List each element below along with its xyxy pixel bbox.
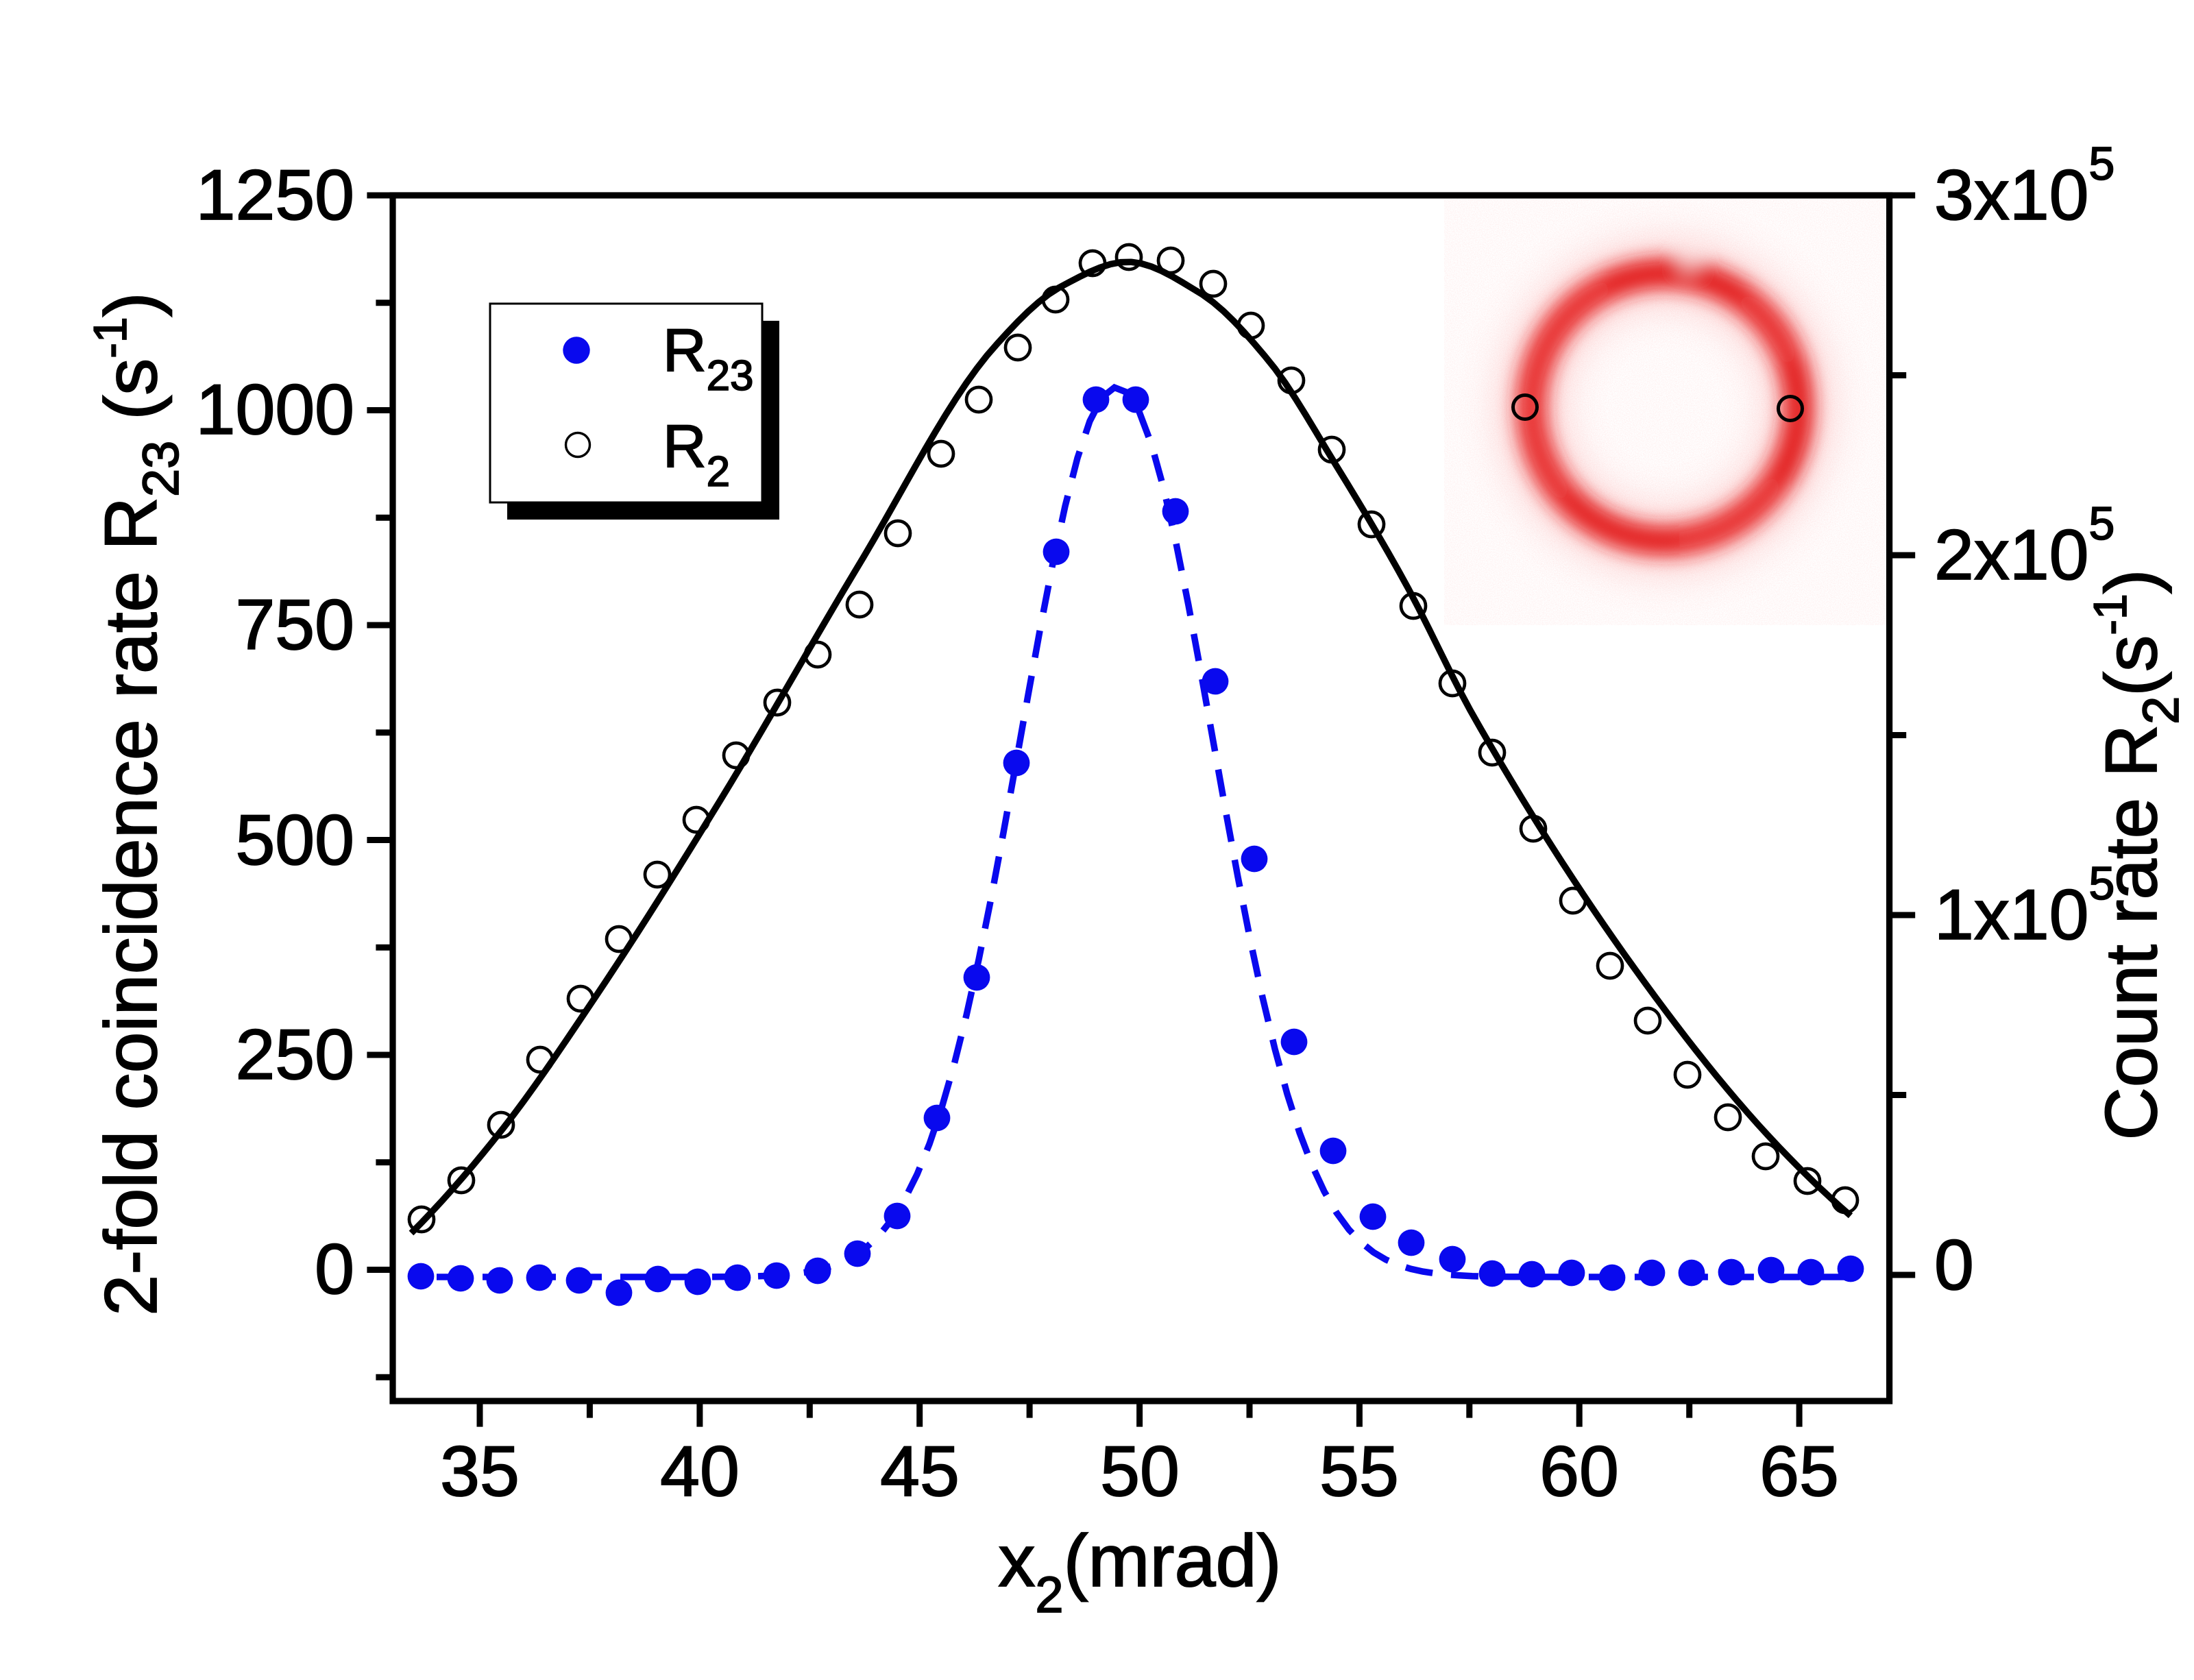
svg-text:Count rate R2(s-1): Count rate R2(s-1): [2084, 569, 2189, 1140]
svg-text:40: 40: [660, 1432, 740, 1511]
svg-text:1000: 1000: [196, 370, 354, 450]
svg-text:45: 45: [880, 1432, 960, 1511]
svg-text:65: 65: [1759, 1432, 1839, 1511]
svg-text:1250: 1250: [196, 156, 354, 235]
svg-text:0: 0: [315, 1230, 354, 1309]
svg-text:500: 500: [235, 801, 354, 880]
svg-text:60: 60: [1539, 1432, 1619, 1511]
svg-text:55: 55: [1319, 1432, 1399, 1511]
svg-text:35: 35: [440, 1432, 520, 1511]
svg-text:50: 50: [1100, 1432, 1180, 1511]
svg-text:250: 250: [235, 1015, 354, 1095]
svg-text:0: 0: [1934, 1226, 1974, 1305]
svg-text:750: 750: [235, 585, 354, 665]
